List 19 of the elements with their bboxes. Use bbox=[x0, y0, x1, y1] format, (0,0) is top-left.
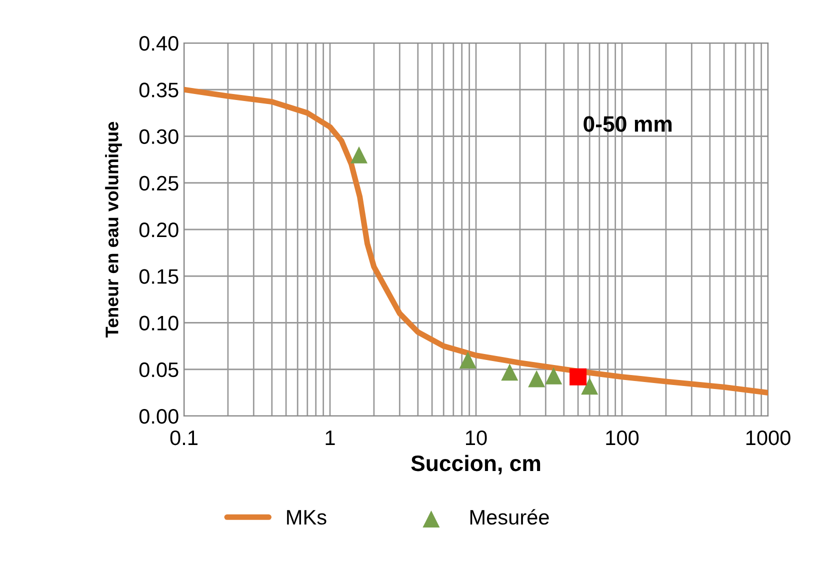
x-tick-label: 1 bbox=[326, 430, 335, 445]
x-tick-label: 100 bbox=[606, 430, 639, 446]
y-tick-label: 0.25 bbox=[139, 176, 178, 191]
annotation: 0-50 mm bbox=[584, 116, 672, 132]
y-axis-title: Teneur en eau volumique bbox=[105, 122, 122, 338]
y-tick-label: 0.10 bbox=[139, 316, 178, 331]
y-tick-label: 0.05 bbox=[139, 362, 178, 378]
y-tick-label: 0.40 bbox=[139, 36, 178, 51]
legend-label: Mesurée bbox=[470, 509, 549, 525]
y-tick-label: 0.35 bbox=[139, 82, 178, 98]
x-tick-label: 1000 bbox=[746, 430, 790, 446]
legend-label: MKs bbox=[287, 510, 326, 525]
y-tick-label: 0.00 bbox=[139, 409, 178, 424]
x-tick-label: 10 bbox=[466, 430, 487, 446]
y-tick-label: 0.30 bbox=[139, 129, 178, 144]
x-axis-title: Succion, cm bbox=[411, 454, 540, 474]
y-tick-label: 0.20 bbox=[139, 222, 178, 238]
x-tick-label: 0.1 bbox=[170, 430, 198, 446]
y-tick-label: 0.15 bbox=[139, 269, 178, 284]
